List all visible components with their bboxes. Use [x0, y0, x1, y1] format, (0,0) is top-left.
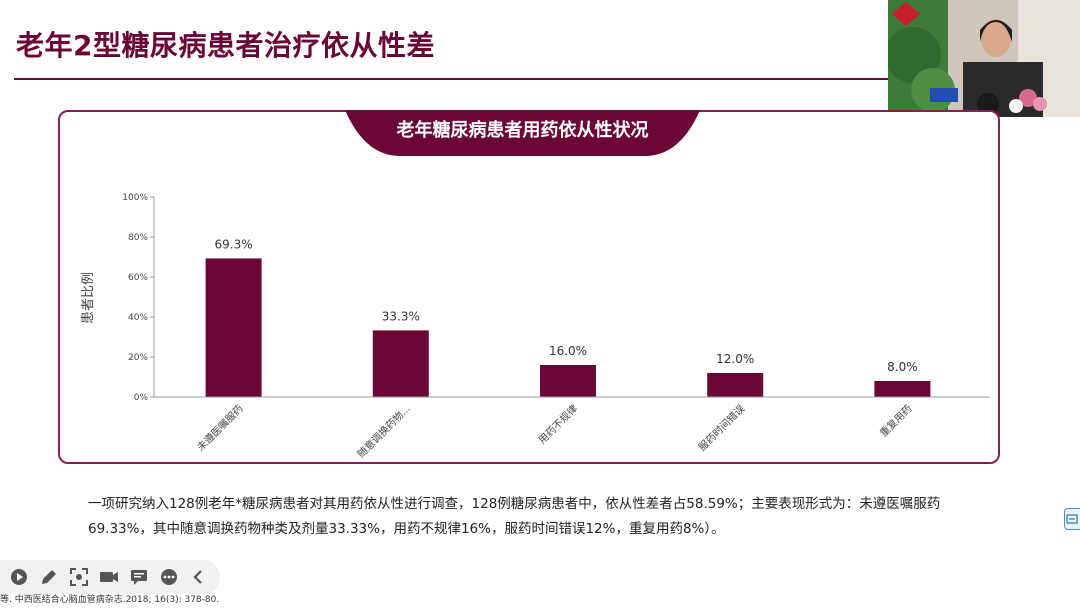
y-tick-label: 80%: [128, 233, 148, 243]
y-tick-label: 100%: [122, 193, 148, 203]
x-tick-label: 重复用药: [877, 402, 914, 439]
chat-icon[interactable]: [128, 566, 150, 588]
presentation-toolbar: [0, 560, 220, 594]
bar-data-label: 8.0%: [887, 360, 918, 374]
bar-data-label: 33.3%: [382, 309, 420, 323]
slide-title: 老年2型糖尿病患者治疗依从性差: [16, 29, 435, 62]
play-icon[interactable]: [8, 566, 30, 588]
bar-data-label: 16.0%: [549, 344, 587, 358]
x-tick-label: 用药不规律: [536, 402, 581, 447]
y-tick-label: 40%: [128, 313, 148, 323]
bar-data-label: 69.3%: [215, 237, 253, 251]
panel-toggle-icon: [1066, 514, 1078, 524]
title-divider: [14, 78, 1004, 80]
x-tick-label: 未遵医嘱服药: [194, 402, 246, 454]
y-tick-label: 0%: [134, 393, 149, 403]
bar: [874, 381, 931, 397]
x-tick-label: 服药时间错误: [696, 402, 748, 454]
chart-banner-shape: [345, 110, 700, 156]
bar: [707, 373, 764, 397]
citation-text: 等. 中西医结合心脑血管病杂志.2018; 16(3): 378-80.: [0, 595, 220, 605]
side-panel-toggle[interactable]: [1064, 508, 1080, 530]
chart-banner-title: 老年糖尿病患者用药依从性状况: [396, 120, 649, 141]
bar: [540, 365, 596, 397]
x-axis: 未遵医嘱服药 随意调换药物... 用药不规律 服药时间错误 重复用药: [154, 396, 990, 460]
presenter-video-icon: [888, 0, 1080, 117]
description-text: 一项研究纳入128例老年*糖尿病患者对其用药依从性进行调查，128例糖尿病患者中…: [88, 496, 941, 537]
pen-icon[interactable]: [38, 566, 60, 588]
bar-chart: 0% 20% 40% 60% 80% 100% 69.3% 33.3% 16.0% 12.0% 8…: [81, 193, 990, 460]
y-tick-label: 20%: [128, 353, 148, 363]
bar-data-label: 12.0%: [716, 352, 754, 366]
y-tick-label: 60%: [128, 273, 148, 283]
video-thumbnail[interactable]: [888, 0, 1080, 117]
y-axis: 0% 20% 40% 60% 80% 100%: [122, 193, 155, 403]
collapse-icon[interactable]: [188, 566, 210, 588]
camera-icon[interactable]: [98, 566, 120, 588]
x-tick-label: 随意调换药物...: [355, 402, 413, 460]
y-axis-label: 患者比例: [81, 272, 96, 324]
screenshot-icon[interactable]: [68, 566, 90, 588]
bar: [205, 258, 262, 397]
bar: [372, 330, 429, 397]
bars: 69.3% 33.3% 16.0% 12.0% 8.0%: [205, 237, 931, 397]
more-icon[interactable]: [158, 566, 180, 588]
